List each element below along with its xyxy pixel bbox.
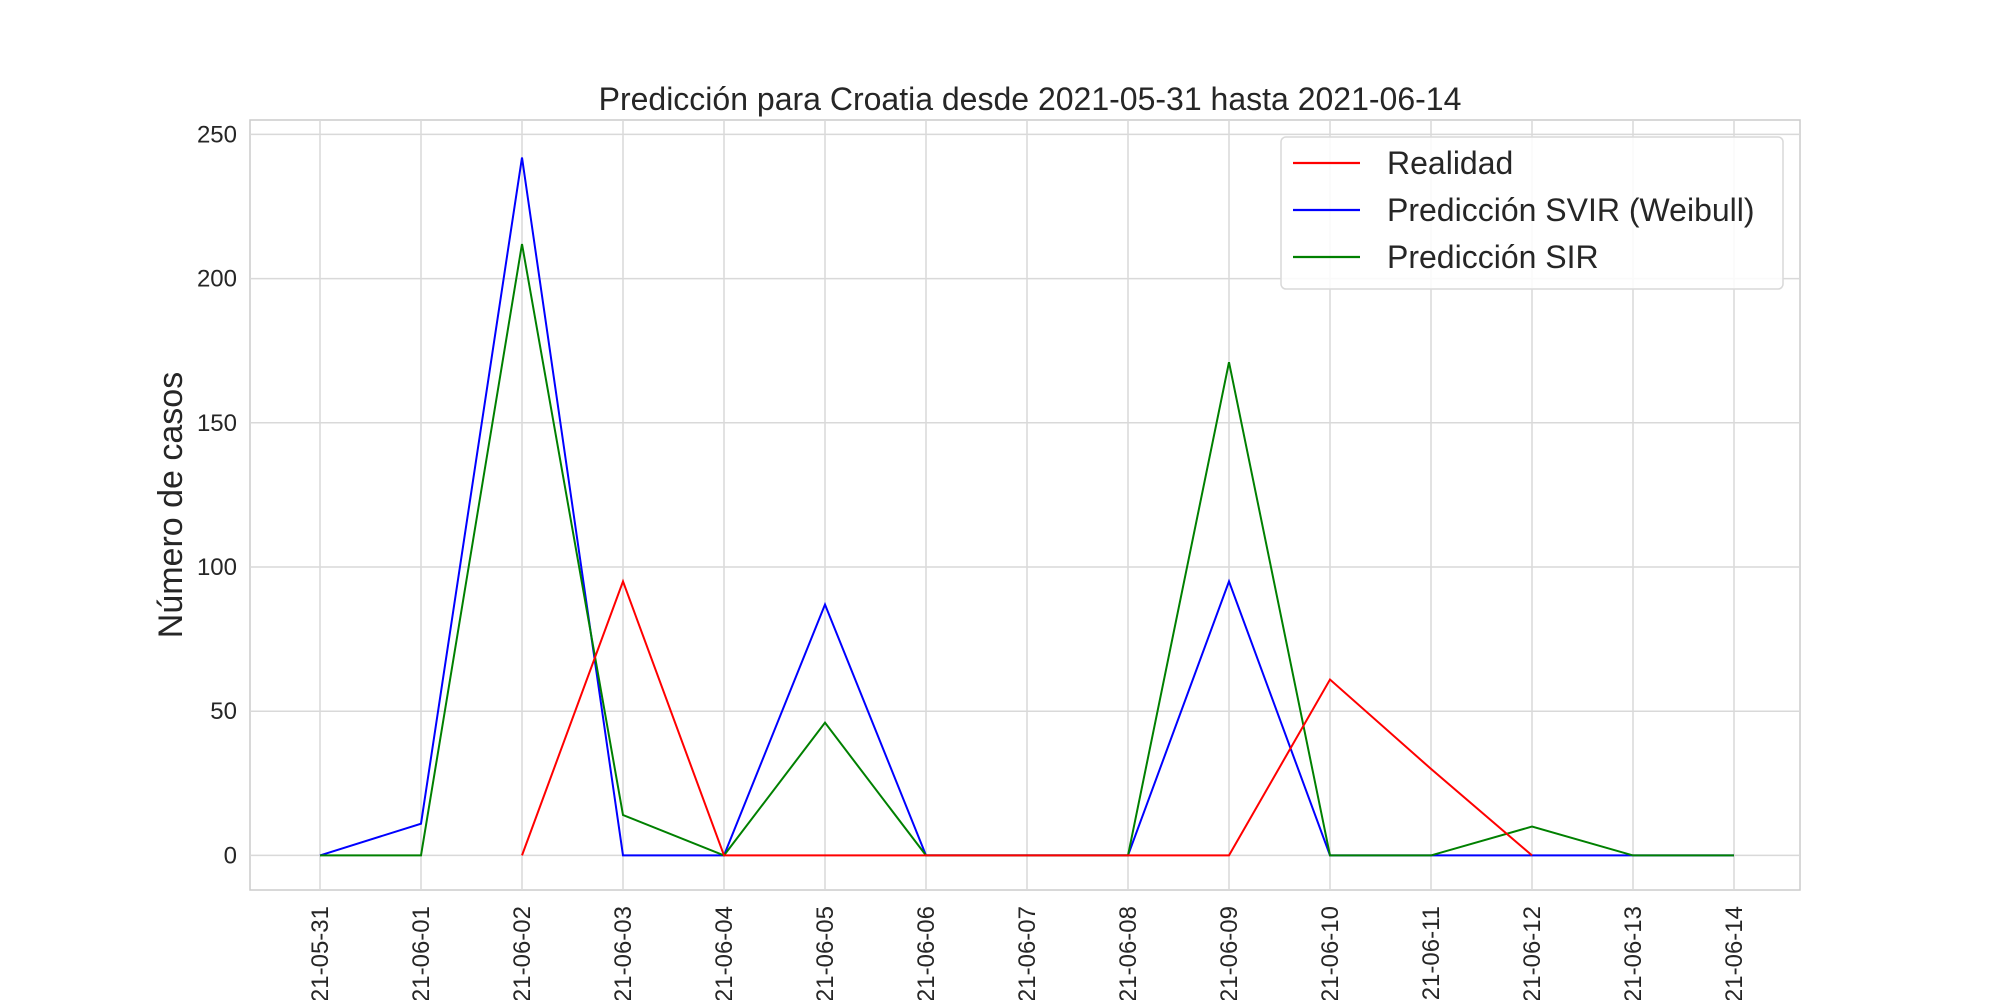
y-tick-label: 100 [197,554,237,581]
y-axis-label: Número de casos [152,372,190,638]
y-tick-label: 150 [197,410,237,437]
y-tick-label: 0 [224,842,237,869]
x-tick-label: 21-06-06 [913,906,940,1000]
x-tick-label: 21-06-10 [1317,906,1344,1000]
legend: Realidad Predicción SVIR (Weibull) Predi… [1280,136,1784,290]
legend-label-realidad: Realidad [1387,145,1513,181]
x-tick-label: 21-06-11 [1418,906,1445,1000]
legend-frame [1280,136,1784,290]
x-tick-label: 21-06-14 [1721,906,1748,1000]
legend-label-svir: Predicción SVIR (Weibull) [1387,192,1755,228]
legend-label-sir: Predicción SIR [1387,239,1599,275]
x-tick-label: 21-06-07 [1014,906,1041,1000]
y-tick-label: 50 [210,698,237,725]
x-tick-labels: 21-05-31 21-06-01 21-06-02 21-06-03 21-06-04… [307,906,1748,1000]
x-tick-label: 21-05-31 [307,906,334,1000]
x-tick-label: 21-06-08 [1115,906,1142,1000]
x-tick-label: 21-06-09 [1216,906,1243,1000]
chart-title: Predicción para Croatia desde 2021-05-31… [599,81,1462,117]
y-tick-labels: 0 50 100 150 200 250 [197,121,237,869]
x-tick-label: 21-06-04 [711,906,738,1000]
x-tick-label: 21-06-13 [1620,906,1647,1000]
y-tick-label: 250 [197,121,237,148]
x-tick-label: 21-06-03 [610,906,637,1000]
x-tick-label: 21-06-12 [1519,906,1546,1000]
series-lines [319,157,1734,857]
x-tick-label: 21-06-01 [408,906,435,1000]
x-tick-label: 21-06-02 [509,906,536,1000]
y-tick-label: 200 [197,266,237,293]
series-line-realidad [521,578,1533,857]
x-tick-label: 21-06-05 [812,906,839,1000]
